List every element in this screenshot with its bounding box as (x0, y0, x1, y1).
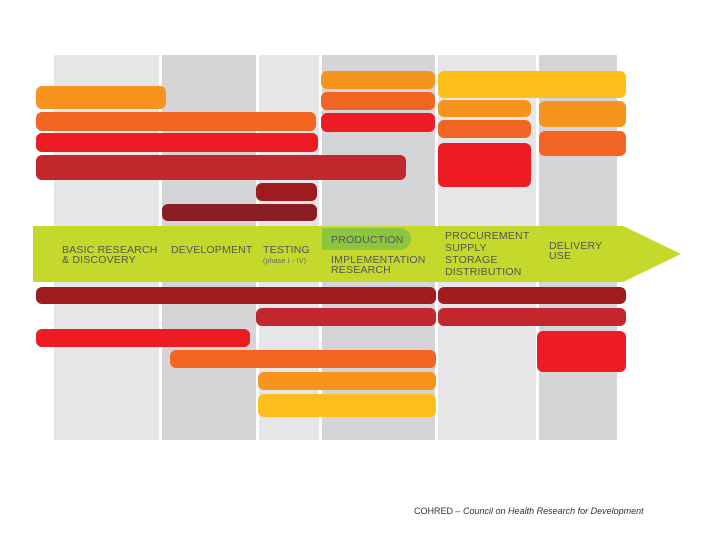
stage-delivery-line1: DELIVERY (549, 240, 603, 252)
stage-testing-phase: (phase I - IV) (263, 258, 307, 265)
bar-bottom-2 (438, 287, 626, 304)
stage-production-label: PRODUCTION (331, 234, 404, 246)
footer-org: COHRED – (414, 506, 461, 516)
stage-production: PRODUCTION (331, 234, 404, 246)
bar-top-13 (36, 155, 406, 180)
stage-development: DEVELOPMENT (171, 244, 253, 256)
stage-delivery-line2: USE (549, 250, 572, 262)
stage-basic-research: BASIC RESEARCH & DISCOVERY (62, 244, 158, 266)
stage-testing: TESTING (phase I - IV) (263, 245, 310, 267)
stage-implementation-line2: RESEARCH (331, 264, 391, 276)
bar-top-12 (438, 143, 531, 187)
stage-procurement: PROCUREMENT SUPPLY STORAGE DISTRIBUTION (445, 230, 529, 278)
stage-delivery: DELIVERY USE (549, 240, 603, 262)
bar-bottom-3 (256, 308, 436, 326)
bar-bottom-6 (537, 331, 626, 372)
value-chain-arrow (33, 226, 681, 282)
bar-top-14 (256, 183, 317, 201)
stage-implementation: IMPLEMENTATION RESEARCH (331, 254, 426, 276)
bar-top-9 (438, 120, 531, 138)
bar-top-7 (36, 112, 316, 131)
bar-top-10 (539, 131, 626, 156)
bar-top-8 (321, 113, 435, 132)
bar-top-1 (321, 71, 435, 89)
footer-full-name: Council on Health Research for Developme… (463, 506, 644, 516)
stage-procurement-line3: STORAGE (445, 254, 498, 266)
stage-procurement-line1: PROCUREMENT (445, 230, 530, 242)
bar-bottom-5 (36, 329, 250, 347)
stage-basic-research-line2: & DISCOVERY (62, 254, 136, 266)
bar-top-6 (539, 101, 626, 127)
bar-top-11 (36, 133, 318, 152)
stage-procurement-line4: DISTRIBUTION (445, 266, 522, 278)
bar-bottom-9 (258, 394, 436, 417)
bar-bottom-4 (438, 308, 626, 326)
bar-top-15 (162, 204, 317, 221)
arrow-shape (33, 226, 681, 282)
stage-development-label: DEVELOPMENT (171, 244, 253, 256)
bar-bottom-7 (170, 350, 436, 368)
stage-testing-label: TESTING (263, 244, 310, 256)
footer-credit: COHRED – Council on Health Research for … (414, 506, 644, 516)
bar-top-3 (36, 86, 166, 109)
production-highlight (322, 228, 411, 250)
bar-top-5 (438, 100, 531, 117)
stage-basic-research-line1: BASIC RESEARCH (62, 244, 158, 256)
stage-implementation-line1: IMPLEMENTATION (331, 254, 426, 266)
bar-top-2 (438, 71, 626, 98)
bar-bottom-1 (36, 287, 436, 304)
stage-procurement-line2: SUPPLY (445, 242, 487, 254)
bar-bottom-8 (258, 372, 436, 390)
bar-top-4 (321, 92, 435, 110)
